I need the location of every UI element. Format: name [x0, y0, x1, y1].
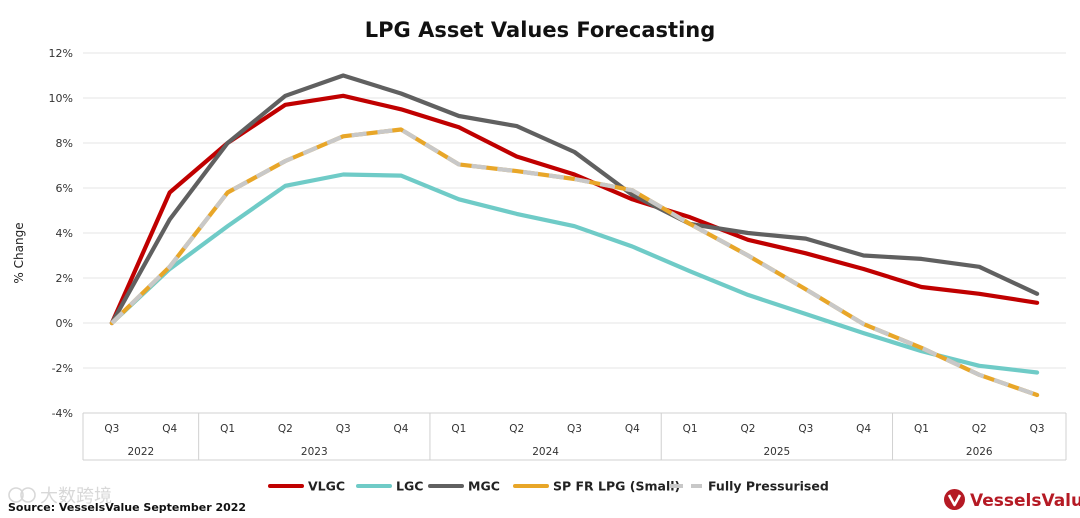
- legend-label: LGC: [396, 479, 423, 494]
- year-label: 2024: [532, 446, 559, 458]
- y-axis-label: % Change: [12, 222, 26, 283]
- legend-label: MGC: [468, 479, 500, 494]
- gridlines: [83, 52, 1066, 414]
- x-tick-label: Q1: [683, 423, 698, 435]
- series-line-sp-fr-lpg-small: [109, 127, 1040, 398]
- x-tick-label: Q4: [856, 423, 871, 435]
- year-label: 2026: [966, 446, 993, 458]
- legend: VLGC LGC MGC SP FR LPG (Small) Fully Pressur…: [268, 479, 829, 494]
- x-tick-label: Q4: [162, 423, 177, 435]
- chart-title: LPG Asset Values Forecasting: [365, 18, 716, 42]
- x-tick-label: Q3: [336, 423, 351, 435]
- series-line-lgc: [109, 172, 1040, 375]
- x-tick-label: Q3: [798, 423, 813, 435]
- x-tick-label: Q3: [104, 423, 119, 435]
- y-tick-label: 10%: [49, 92, 73, 105]
- x-tick-label: Q2: [509, 423, 524, 435]
- brand: VesselsValue: [944, 489, 1080, 511]
- x-tick-label: Q1: [220, 423, 235, 435]
- x-tick-label: Q3: [1030, 423, 1045, 435]
- x-axis: Q3 Q4 Q1 Q2 Q3 Q4 Q1 Q2 Q3 Q4 Q1 Q2 Q3 Q4 Q1 Q2 Q3 2022 20…: [82, 412, 1067, 461]
- series-lines: [109, 73, 1040, 398]
- x-tick-label: Q2: [972, 423, 987, 435]
- brand-name: VesselsValue: [970, 491, 1080, 511]
- source-note: Source: VesselsValue September 2022: [8, 501, 246, 514]
- legend-label: SP FR LPG (Small): [553, 479, 680, 494]
- y-tick-label: -4%: [52, 407, 73, 420]
- y-tick-label: 2%: [56, 272, 73, 285]
- year-label: 2025: [764, 446, 791, 458]
- x-tick-label: Q3: [567, 423, 582, 435]
- y-tick-label: 4%: [56, 227, 73, 240]
- year-label: 2023: [301, 446, 328, 458]
- watermark-logo-icon: [8, 487, 36, 503]
- x-tick-label: Q4: [625, 423, 640, 435]
- series-line-mgc: [109, 73, 1040, 326]
- x-tick-label: Q1: [451, 423, 466, 435]
- y-tick-label: 8%: [56, 137, 73, 150]
- vesselsvalue-logo-icon: [944, 489, 965, 510]
- year-label: 2022: [127, 446, 154, 458]
- x-tick-label: Q1: [914, 423, 929, 435]
- legend-label: VLGC: [308, 479, 345, 494]
- y-tick-label: 0%: [56, 317, 73, 330]
- y-tick-label: 12%: [49, 47, 73, 60]
- y-tick-label: 6%: [56, 182, 73, 195]
- y-axis-ticks: -4% -2% 0% 2% 4% 6% 8% 10% 12%: [49, 47, 73, 420]
- series-line-vlgc: [109, 93, 1040, 326]
- y-tick-label: -2%: [52, 362, 73, 375]
- x-tick-label: Q4: [394, 423, 409, 435]
- watermark: 大数跨境: [8, 486, 112, 507]
- x-tick-label: Q2: [740, 423, 755, 435]
- series-line-fully-pressurised: [110, 127, 1038, 397]
- legend-label: Fully Pressurised: [708, 479, 829, 494]
- x-tick-label: Q2: [278, 423, 293, 435]
- watermark-text: 大数跨境: [40, 486, 112, 507]
